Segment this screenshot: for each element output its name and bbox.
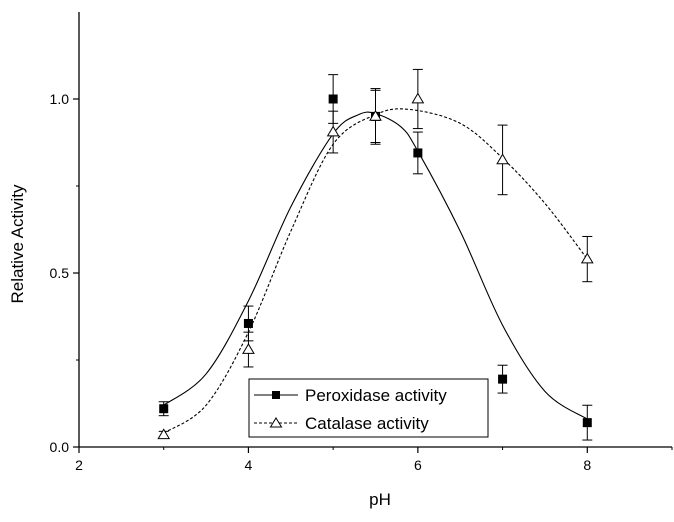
peroxidase-point (413, 148, 423, 158)
y-ticks: 0.0 0.5 1.0 (50, 91, 79, 455)
legend-catalase-marker (269, 417, 283, 428)
data-markers (157, 92, 594, 440)
catalase-point (242, 343, 255, 354)
catalase-point (580, 252, 594, 264)
x-tick-label: 8 (583, 457, 591, 473)
y-tick-label: 1.0 (50, 91, 70, 107)
legend: Peroxidase activity Catalase activity (248, 378, 489, 438)
peroxidase-point (159, 404, 169, 414)
catalase-point (496, 153, 509, 165)
catalase-fit-curve (163, 108, 588, 434)
peroxidase-point (328, 94, 338, 104)
peroxidase-point (243, 318, 253, 328)
peroxidase-point (498, 374, 508, 384)
x-ticks: 2 4 6 8 (75, 447, 673, 473)
catalase-point (157, 428, 171, 440)
x-tick-label: 6 (414, 457, 422, 473)
x-axis-label: pH (369, 490, 391, 509)
legend-catalase-label: Catalase activity (305, 414, 429, 433)
peroxidase-point (582, 418, 592, 428)
legend-box (248, 378, 489, 438)
peroxidase-fit-curve (163, 111, 588, 420)
catalase-point (369, 109, 382, 121)
x-tick-label: 4 (245, 457, 253, 473)
x-tick-label: 2 (75, 457, 83, 473)
y-tick-label: 0.0 (50, 439, 70, 455)
catalase-point (326, 125, 340, 137)
legend-peroxidase-marker (272, 391, 280, 399)
y-axis-label: Relative Activity (8, 184, 27, 304)
y-tick-label: 0.5 (50, 265, 70, 281)
legend-peroxidase-label: Peroxidase activity (305, 386, 447, 405)
catalase-point (411, 92, 425, 104)
